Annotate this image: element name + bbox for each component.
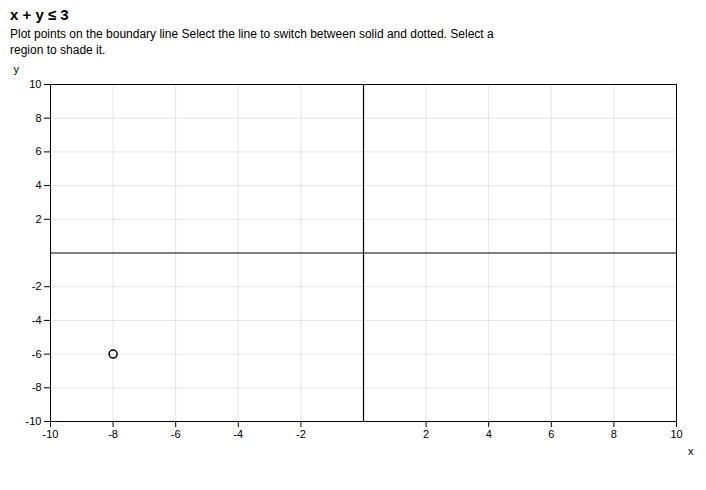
svg-text:2: 2 [423,428,429,440]
svg-text:-10: -10 [43,428,59,440]
html-text:Plot points on the boundary li: Plot points on the boundary line Select … [10,27,494,57]
svg-text:6: 6 [548,428,554,440]
svg-text:8: 8 [611,428,617,440]
html-text:x + y ≤ 3: x + y ≤ 3 [10,6,69,23]
svg-text:8: 8 [35,112,41,124]
svg-text:x: x [688,445,694,457]
svg-text:-2: -2 [32,280,42,292]
svg-text:-4: -4 [32,314,42,326]
svg-text:6: 6 [35,146,41,158]
svg-text:-2: -2 [296,428,306,440]
svg-text:-6: -6 [171,428,181,440]
svg-text:-6: -6 [32,348,42,360]
svg-text:-8: -8 [32,382,42,394]
svg-text:4: 4 [35,179,41,191]
svg-text:-8: -8 [108,428,118,440]
svg-text:y: y [14,63,20,75]
svg-text:10: 10 [29,78,41,90]
svg-text:-10: -10 [26,415,42,427]
svg-text:2: 2 [35,213,41,225]
svg-text:4: 4 [486,428,492,440]
svg-text:10: 10 [670,428,682,440]
svg-text:-4: -4 [233,428,243,440]
